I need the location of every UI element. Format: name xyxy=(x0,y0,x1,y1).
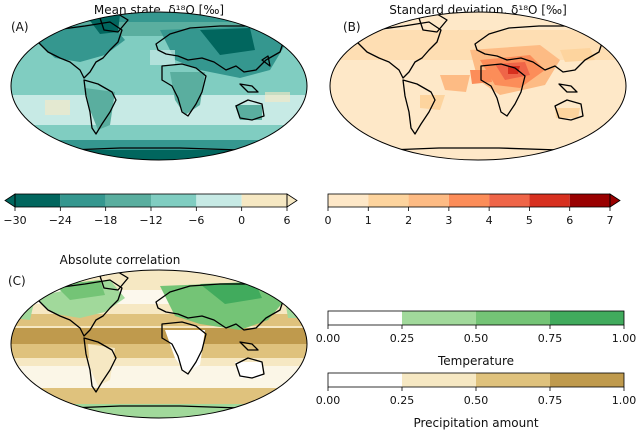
colorbar-a-tick-label: 0 xyxy=(238,214,245,227)
colorbar-precipitation-swatch xyxy=(402,373,476,387)
colorbar-b-swatch xyxy=(408,194,449,207)
colorbar-b-swatch xyxy=(448,194,490,207)
colorbar-precipitation-swatch xyxy=(328,373,402,387)
colorbar-a-tick-label: 6 xyxy=(284,214,291,227)
colorbar-a-extend-min xyxy=(4,193,16,208)
panel-c-map xyxy=(11,270,307,418)
colorbar-precipitation-swatch xyxy=(550,373,624,387)
colorbar-temperature-tick-label: 0.25 xyxy=(390,332,415,345)
colorbar-precipitation-tick-label: 0.50 xyxy=(464,394,489,407)
colorbar-b-tick-label: 0 xyxy=(325,214,332,227)
colorbar-precipitation-tick-label: 1.00 xyxy=(612,394,637,407)
colorbar-a-tick-label: −24 xyxy=(49,214,72,227)
colorbar-a-tick-label: −18 xyxy=(94,214,117,227)
colorbar-b-extend-max xyxy=(609,193,621,208)
colorbar-temperature-tick-label: 0.50 xyxy=(464,332,489,345)
colorbar-temperature-tick-label: 1.00 xyxy=(612,332,637,345)
colorbar-temperature-tick-label: 0.75 xyxy=(538,332,563,345)
colorbar-temperature-tick-label: 0.00 xyxy=(316,332,341,345)
panel-c-title: Absolute correlation xyxy=(60,253,181,267)
colorbar-temperature-swatch xyxy=(476,311,550,325)
colorbar-b-swatch xyxy=(368,194,409,207)
colorbar-temperature-swatch xyxy=(328,311,402,325)
colorbar-b-tick-label: 1 xyxy=(365,214,372,227)
colorbar-a-swatch xyxy=(241,194,287,207)
panel-c-letter: (C) xyxy=(8,274,26,288)
panel-b-title: Standard deviation, δ¹⁸O [‰] xyxy=(389,3,567,17)
colorbar-a-swatch xyxy=(196,194,242,207)
colorbar-precipitation-label: Precipitation amount xyxy=(413,416,538,430)
colorbar-b-tick-label: 7 xyxy=(607,214,614,227)
colorbar-a-swatch xyxy=(60,194,106,207)
colorbar-a-swatch xyxy=(15,194,61,207)
colorbar-precipitation-tick-label: 0.25 xyxy=(390,394,415,407)
colorbar-a-extend-max xyxy=(286,193,298,208)
panel-a-frame xyxy=(10,11,308,161)
panel-b-map xyxy=(330,12,626,160)
colorbar-b: 0 1 2 3 4 5 6 7 xyxy=(325,193,621,227)
colorbar-b-swatch xyxy=(328,194,369,207)
colorbar-temperature: 0.00 0.25 0.50 0.75 1.00 Temperature xyxy=(316,310,637,368)
colorbar-temperature-swatch xyxy=(402,311,476,325)
colorbar-b-swatch xyxy=(529,194,570,207)
colorbar-a: −30 −24 −18 −12 −6 0 6 xyxy=(3,193,298,227)
panel-b-frame xyxy=(329,11,627,161)
colorbar-temperature-label: Temperature xyxy=(437,354,514,368)
colorbar-b-tick-label: 5 xyxy=(526,214,533,227)
panel-a-map xyxy=(11,12,307,160)
panel-b-letter: (B) xyxy=(343,20,361,34)
colorbar-precipitation: 0.00 0.25 0.50 0.75 1.00 Precipitation amoun… xyxy=(316,372,637,430)
colorbar-b-swatch xyxy=(489,194,530,207)
colorbar-b-tick-label: 3 xyxy=(445,214,452,227)
colorbar-a-swatch xyxy=(105,194,151,207)
colorbar-a-tick-label: −12 xyxy=(139,214,162,227)
colorbar-a-swatch xyxy=(151,194,197,207)
colorbar-b-tick-label: 6 xyxy=(566,214,573,227)
colorbar-temperature-swatch xyxy=(550,311,624,325)
colorbar-precipitation-swatch xyxy=(476,373,550,387)
colorbar-b-swatch xyxy=(569,194,610,207)
colorbar-a-tick-label: −30 xyxy=(3,214,26,227)
panel-a-letter: (A) xyxy=(11,20,29,34)
colorbar-a-tick-label: −6 xyxy=(188,214,204,227)
colorbar-b-tick-label: 4 xyxy=(486,214,493,227)
colorbar-b-tick-label: 2 xyxy=(405,214,412,227)
colorbar-precipitation-tick-label: 0.75 xyxy=(538,394,563,407)
panel-c-frame xyxy=(10,269,308,419)
colorbar-precipitation-tick-label: 0.00 xyxy=(316,394,341,407)
